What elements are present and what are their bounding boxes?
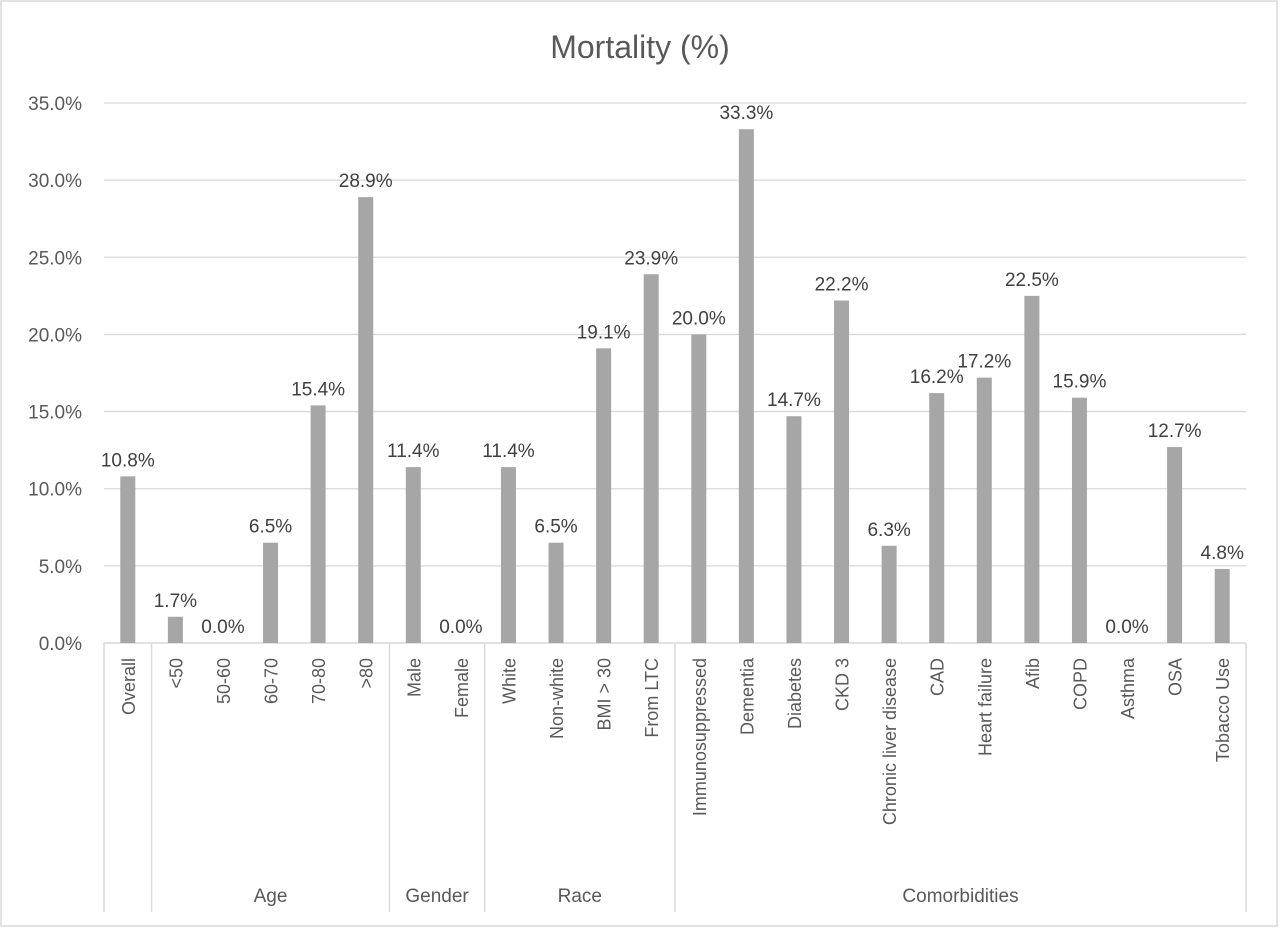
category-label: Male [404,658,424,697]
bar [691,334,707,643]
data-label: 12.7% [1148,421,1202,442]
data-label: 23.9% [624,248,678,269]
bar [1167,447,1183,643]
data-label: 16.2% [910,367,964,388]
category-label: CKD 3 [833,658,853,711]
category-label: COPD [1070,658,1090,710]
bar [596,348,612,643]
group-label: Race [558,886,602,907]
data-label: 0.0% [439,617,482,638]
category-label: CAD [928,658,948,696]
group-label: Gender [405,886,469,907]
bar [358,197,374,643]
category-label: Tobacco Use [1213,658,1233,762]
category-label: From LTC [642,658,662,738]
bar [1024,295,1040,643]
data-label: 6.3% [867,520,910,541]
data-label: 15.9% [1053,372,1107,393]
data-label: 20.0% [672,308,726,329]
bar [1071,397,1087,643]
data-label: 28.9% [339,171,393,192]
bar [881,545,897,643]
y-tick-label: 0.0% [39,634,82,655]
category-label: Overall [119,658,139,715]
category-label: Immunosuppressed [690,658,710,816]
category-label: <50 [166,658,186,689]
data-label: 1.7% [154,591,197,612]
data-label: 0.0% [1105,617,1148,638]
chart-title: Mortality (%) [550,29,730,65]
category-label: Non-white [547,658,567,739]
data-label: 11.4% [482,441,535,462]
bar [167,616,183,643]
y-tick-label: 10.0% [28,480,82,501]
group-label: Comorbidities [902,886,1018,907]
data-label: 11.4% [387,441,440,462]
data-label: 6.5% [249,517,292,538]
bar [738,129,754,643]
data-label: 6.5% [534,517,577,538]
data-label: 14.7% [767,390,821,411]
group-labels: Age Gender Race Comorbidities [254,886,1019,907]
data-label: 33.3% [719,103,773,124]
y-tick-label: 20.0% [28,325,82,346]
y-tick-label: 35.0% [28,94,82,115]
data-label: 10.8% [101,450,155,471]
category-label: BMI > 30 [595,658,615,731]
bar [929,393,945,643]
y-tick-label: 5.0% [39,557,82,578]
bar [405,467,421,643]
bar [786,416,802,643]
bars [120,129,1230,643]
bar [500,467,516,643]
data-label: 0.0% [201,617,244,638]
category-labels: Overall <50 50-60 60-70 70-80 >80 Male Female Wh… [119,657,1233,825]
category-label: >80 [357,658,377,689]
bar [263,542,279,643]
category-label: Chronic liver disease [880,658,900,825]
category-label: Dementia [737,657,757,735]
data-label: 22.2% [815,274,869,295]
group-dividers [103,643,1247,912]
y-tick-label: 15.0% [28,403,82,424]
category-label: Afib [1023,658,1043,689]
category-label: 50-60 [214,658,234,704]
y-tick-label: 25.0% [28,248,82,269]
bar [120,476,136,643]
category-label: Female [452,658,472,718]
bar [1214,568,1230,643]
bar [976,377,992,643]
data-label: 4.8% [1201,543,1244,564]
data-labels: 10.8%1.7%0.0%6.5%15.4%28.9%11.4%0.0%11.4… [101,103,1244,638]
data-label: 19.1% [577,322,631,343]
category-label: OSA [1166,658,1186,696]
category-label: Asthma [1118,657,1138,719]
bar [310,405,326,643]
bar [643,274,659,643]
data-label: 15.4% [291,379,345,400]
bar [548,542,564,643]
y-axis-tick-labels: 0.0% 5.0% 10.0% 15.0% 20.0% 25.0% 30.0% 35.0% [28,94,82,655]
y-tick-label: 30.0% [28,171,82,192]
group-label: Age [254,886,288,907]
category-label: Heart failure [975,658,995,756]
bar [834,300,850,643]
category-label: Diabetes [785,658,805,729]
data-label: 22.5% [1005,270,1059,291]
category-label: 70-80 [309,658,329,704]
data-label: 17.2% [957,352,1011,373]
category-label: 60-70 [262,658,282,704]
category-label: White [499,658,519,704]
